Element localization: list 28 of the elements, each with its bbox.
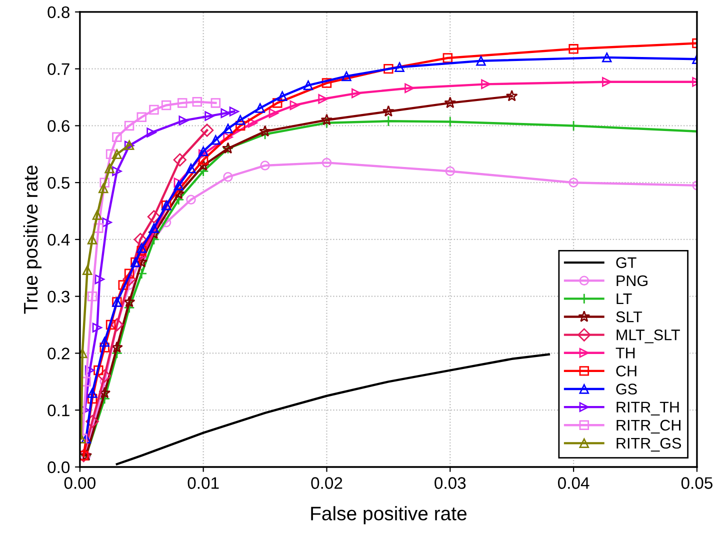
legend-label: TH <box>616 348 635 358</box>
x-tick-label: 0.05 <box>681 477 712 489</box>
y-tick-label: 0.3 <box>48 290 70 303</box>
legend-label: RITR_GS <box>616 438 681 452</box>
legend-label: GT <box>616 257 636 268</box>
legend-label: GS <box>616 384 637 394</box>
x-tick-label: 0.04 <box>558 477 590 489</box>
y-tick-label: 0.4 <box>48 234 70 246</box>
legend-label: PNG <box>616 275 648 286</box>
y-tick-label: 0.5 <box>48 176 70 189</box>
x-axis-title: False positive rate <box>311 506 466 524</box>
y-tick-label: 0.2 <box>48 348 70 360</box>
legend-label: LT <box>616 294 632 304</box>
legend-label: RITR_CH <box>616 420 680 434</box>
x-tick-label: 0.00 <box>64 477 96 489</box>
y-tick-label: 0.1 <box>48 404 70 416</box>
y-tick-label: 0.0 <box>48 461 70 474</box>
legend-label: CH <box>616 366 636 376</box>
y-axis-title: True positive rate <box>23 166 42 314</box>
legend-label: MLT_SLT <box>616 329 680 344</box>
x-tick-label: 0.01 <box>188 477 219 489</box>
y-tick-label: 0.8 <box>48 6 70 18</box>
y-tick-label: 0.7 <box>48 63 70 76</box>
x-tick-label: 0.03 <box>434 477 466 489</box>
legend-label: SLT <box>616 311 642 322</box>
y-tick-label: 0.6 <box>48 120 70 132</box>
x-tick-label: 0.02 <box>311 477 342 489</box>
legend-label: RITR_TH <box>616 402 679 416</box>
